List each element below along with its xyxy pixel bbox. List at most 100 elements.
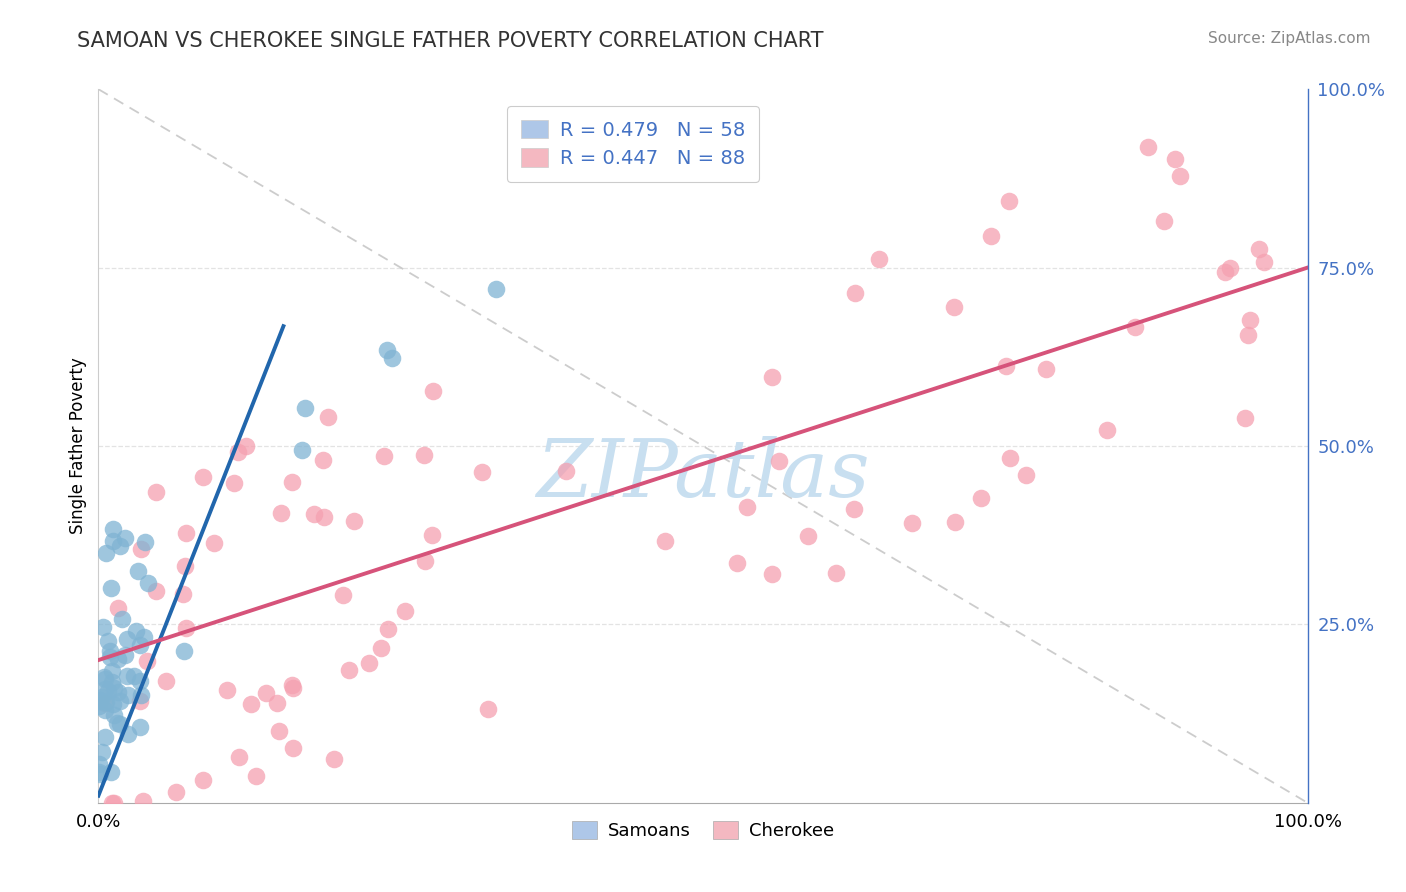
Point [145,485,167,500]
Point [281,741,304,756]
Point [312,510,335,524]
Point [844,286,866,301]
Point [485,282,508,296]
Point [114,648,136,663]
Point [281,681,304,695]
Point [173,644,195,658]
Point [98,644,121,658]
Point [1233,410,1256,425]
Point [173,558,195,573]
Point [1219,261,1241,276]
Point [381,351,404,365]
Point [136,576,159,591]
Point [844,501,866,516]
Point [129,673,152,688]
Y-axis label: Single Father Poverty: Single Father Poverty [69,358,87,534]
Point [1168,169,1191,183]
Point [1249,242,1271,256]
Point [107,685,129,699]
Point [998,194,1021,208]
Point [155,674,177,689]
Point [266,696,288,710]
Point [136,654,159,668]
Point [127,564,149,578]
Point [725,556,748,570]
Point [165,785,187,799]
Point [654,533,676,548]
Point [281,678,304,692]
Point [413,554,436,568]
Text: Source: ZipAtlas.com: Source: ZipAtlas.com [1208,31,1371,46]
Point [105,715,128,730]
Point [1253,254,1275,268]
Point [343,514,366,528]
Point [97,683,120,698]
Point [87,765,110,780]
Point [1035,362,1057,376]
Point [91,620,114,634]
Point [270,506,292,520]
Point [191,773,214,788]
Point [215,683,238,698]
Point [373,449,395,463]
Point [422,384,444,399]
Point [108,693,131,707]
Point [377,343,399,358]
Point [994,359,1017,373]
Point [174,526,197,541]
Point [101,796,124,810]
Point [337,663,360,677]
Point [101,674,124,689]
Point [108,539,131,553]
Point [312,453,335,467]
Point [240,697,263,711]
Point [294,401,316,415]
Point [228,750,250,764]
Point [267,723,290,738]
Point [1123,319,1146,334]
Legend: Samoans, Cherokee: Samoans, Cherokee [565,814,841,847]
Point [131,541,153,556]
Point [945,515,967,529]
Point [108,716,131,731]
Point [91,690,114,704]
Point [1213,265,1236,279]
Point [94,672,117,686]
Point [117,688,139,702]
Point [1136,139,1159,153]
Point [901,516,924,530]
Point [370,640,392,655]
Point [103,796,125,810]
Point [107,652,129,666]
Point [94,546,117,560]
Point [868,252,890,267]
Point [477,701,499,715]
Point [125,624,148,639]
Point [245,769,267,783]
Point [93,670,115,684]
Point [323,752,346,766]
Point [98,649,121,664]
Point [132,794,155,808]
Point [134,534,156,549]
Point [89,693,111,707]
Point [554,464,576,478]
Point [94,703,117,717]
Point [377,622,399,636]
Point [394,604,416,618]
Point [202,536,225,550]
Point [145,583,167,598]
Point [281,475,304,489]
Point [96,695,118,709]
Point [128,694,150,708]
Point [115,632,138,646]
Point [117,727,139,741]
Point [412,449,434,463]
Point [291,443,314,458]
Point [224,475,246,490]
Point [94,730,117,744]
Point [89,698,111,713]
Point [1000,450,1022,465]
Point [89,767,111,781]
Point [111,612,134,626]
